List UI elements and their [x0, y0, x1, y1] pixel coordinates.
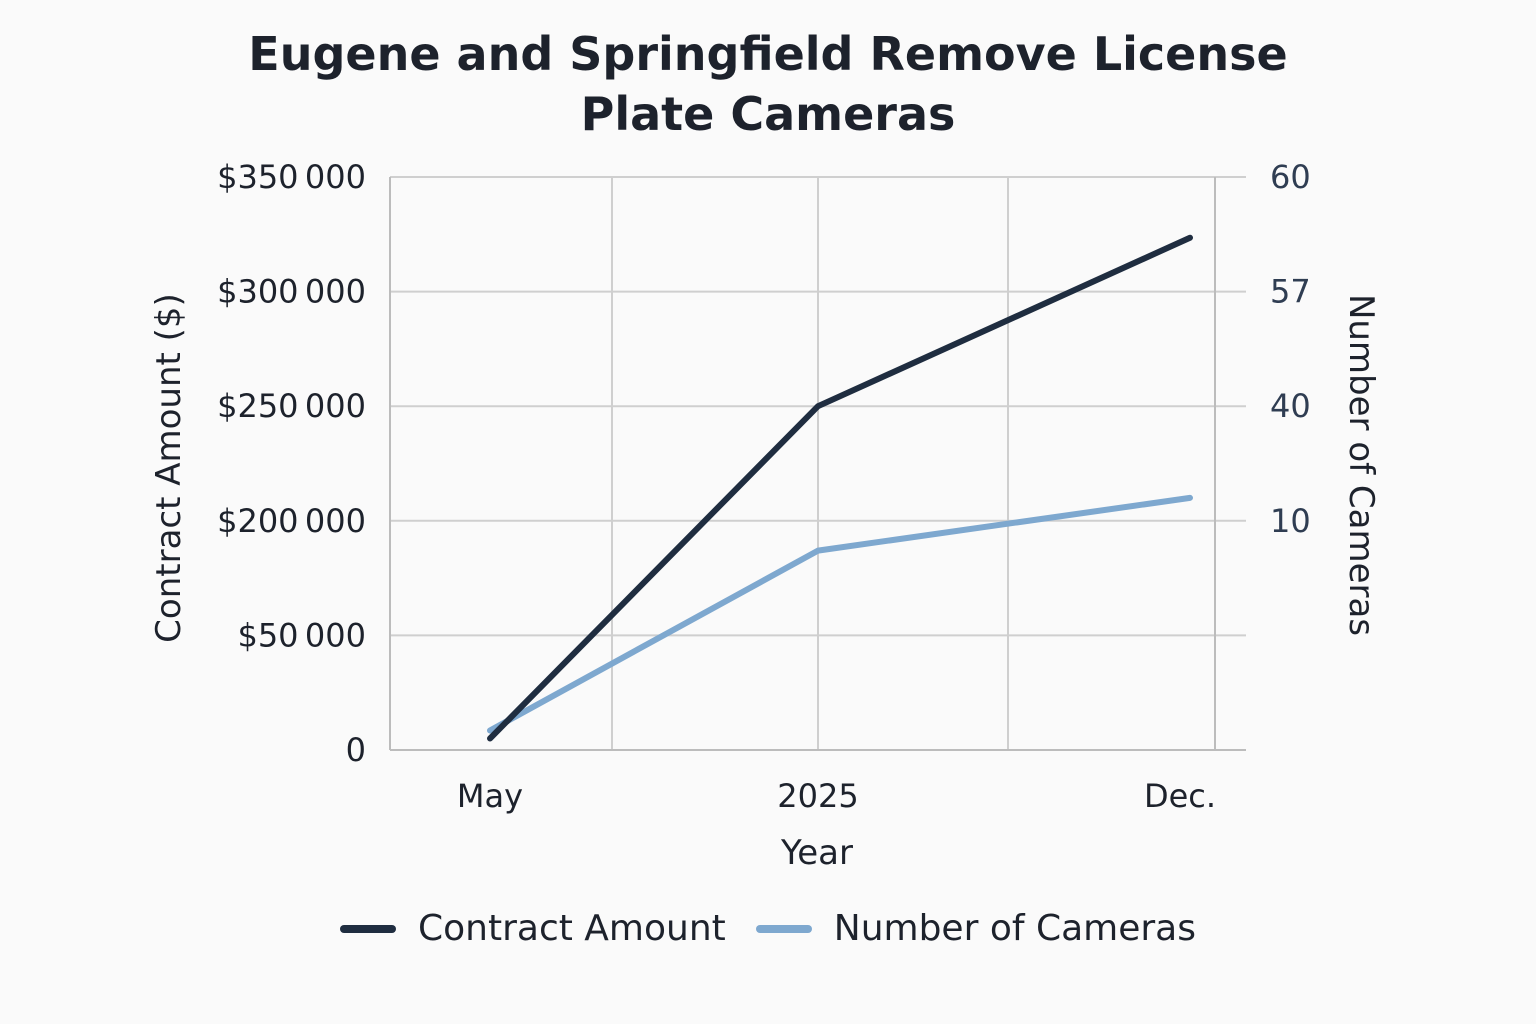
chart-title-line-1: Eugene and Springfield Remove License: [248, 27, 1288, 81]
legend: Contract Amount Number of Cameras: [0, 908, 1536, 949]
series-line-contract-amount: [487, 234, 1193, 742]
legend-label-contract-amount: Contract Amount: [417, 908, 726, 949]
right-tick-label: 10: [1270, 502, 1311, 540]
y-axis-label-left: Contract Amount ($): [149, 293, 189, 643]
x-tick-label: 2025: [777, 777, 858, 815]
left-tick-label: $200 000: [217, 502, 366, 540]
left-tick-label: 0: [346, 731, 366, 769]
legend-swatch-number-of-cameras: [755, 924, 812, 933]
x-tick-label: Dec.: [1144, 777, 1216, 815]
chart-title: Eugene and Springfield Remove License Pl…: [0, 24, 1536, 144]
right-tick-label: 57: [1270, 273, 1311, 311]
legend-item-number-of-cameras: Number of Cameras: [755, 908, 1196, 949]
legend-label-number-of-cameras: Number of Cameras: [833, 908, 1196, 949]
left-axis-ticks: 0 $50 000 $200 000 $250 000 $300 000 $350 000: [217, 158, 366, 769]
x-axis-label: Year: [780, 833, 853, 873]
series-lines: [487, 234, 1193, 742]
left-tick-label: $50 000: [237, 616, 366, 654]
right-tick-label: 40: [1270, 387, 1311, 425]
left-tick-label: $350 000: [217, 158, 366, 196]
right-axis-ticks: 60 57 40 10: [1270, 158, 1311, 540]
left-tick-label: $250 000: [217, 387, 366, 425]
grid: [389, 176, 1246, 751]
chart-title-line-2: Plate Cameras: [580, 87, 956, 141]
legend-swatch-contract-amount: [339, 924, 396, 933]
series-line-number-of-cameras: [487, 494, 1193, 734]
y-axis-label-right: Number of Cameras: [1341, 294, 1381, 636]
left-tick-label: $300 000: [217, 273, 366, 311]
right-tick-label: 60: [1270, 158, 1311, 196]
x-axis-ticks: May 2025 Dec.: [457, 777, 1216, 815]
x-tick-label: May: [457, 777, 523, 815]
legend-item-contract-amount: Contract Amount: [339, 908, 726, 949]
